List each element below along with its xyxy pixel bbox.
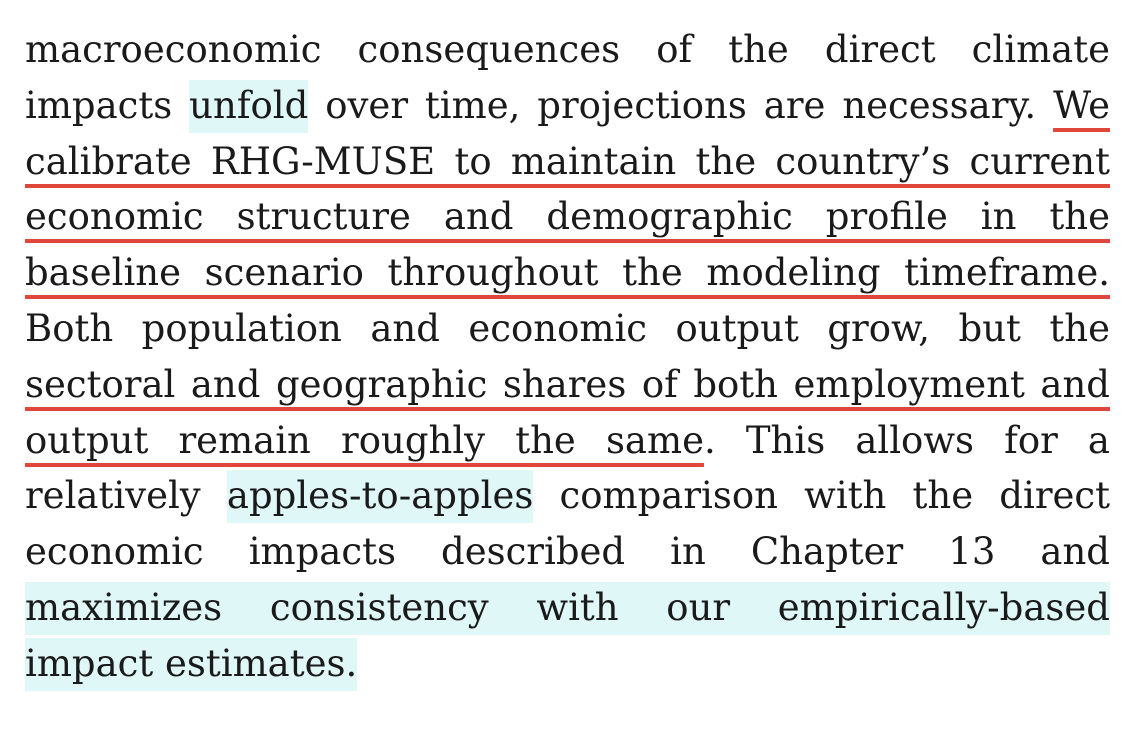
body-text: economic impacts described in Chapter 13…	[25, 530, 1110, 574]
body-text: macroeconomic consequences of the direct…	[25, 28, 1110, 71]
body-text: impacts	[25, 83, 190, 127]
highlighted-text: apples-to-apples	[226, 470, 534, 524]
highlighted-text: unfold	[189, 79, 309, 133]
text-line: Both population and economic output grow…	[25, 301, 1110, 357]
body-text: over time, projections are necessary.	[308, 83, 1054, 127]
body-text: . This allows for a	[703, 418, 1110, 462]
underlined-text: sectoral and geographic shares of both e…	[25, 362, 1110, 406]
underlined-text: economic structure and demographic profi…	[25, 195, 1110, 239]
text-line: maximizes consistency with our empirical…	[25, 580, 1110, 636]
underlined-text: baseline scenario throughout the modelin…	[25, 251, 1110, 295]
highlighted-text: maximizes consistency with our empirical…	[25, 581, 1110, 635]
body-text: comparison with the direct	[533, 474, 1110, 518]
text-line: economic structure and demographic profi…	[25, 189, 1110, 245]
body-text: relatively	[25, 474, 227, 518]
underlined-text: We	[1053, 83, 1110, 127]
text-line: sectoral and geographic shares of both e…	[25, 357, 1110, 413]
text-line: baseline scenario throughout the modelin…	[25, 245, 1110, 301]
underlined-text: calibrate RHG-MUSE to maintain the count…	[25, 139, 1110, 183]
text-line: relatively apples-to-apples comparison w…	[25, 468, 1110, 524]
text-line: macroeconomic consequences of the direct…	[25, 22, 1110, 78]
body-text: Both population and economic output grow…	[25, 306, 1110, 350]
text-line: impact estimates.	[25, 636, 1110, 692]
highlighted-text: impact estimates.	[25, 637, 358, 691]
text-line: impacts unfold over time, projections ar…	[25, 78, 1110, 134]
body-paragraph: macroeconomic consequences of the direct…	[25, 22, 1110, 692]
text-line: output remain roughly the same. This all…	[25, 413, 1110, 469]
text-line: calibrate RHG-MUSE to maintain the count…	[25, 134, 1110, 190]
underlined-text: output remain roughly the same	[25, 418, 704, 462]
text-line: economic impacts described in Chapter 13…	[25, 524, 1110, 580]
